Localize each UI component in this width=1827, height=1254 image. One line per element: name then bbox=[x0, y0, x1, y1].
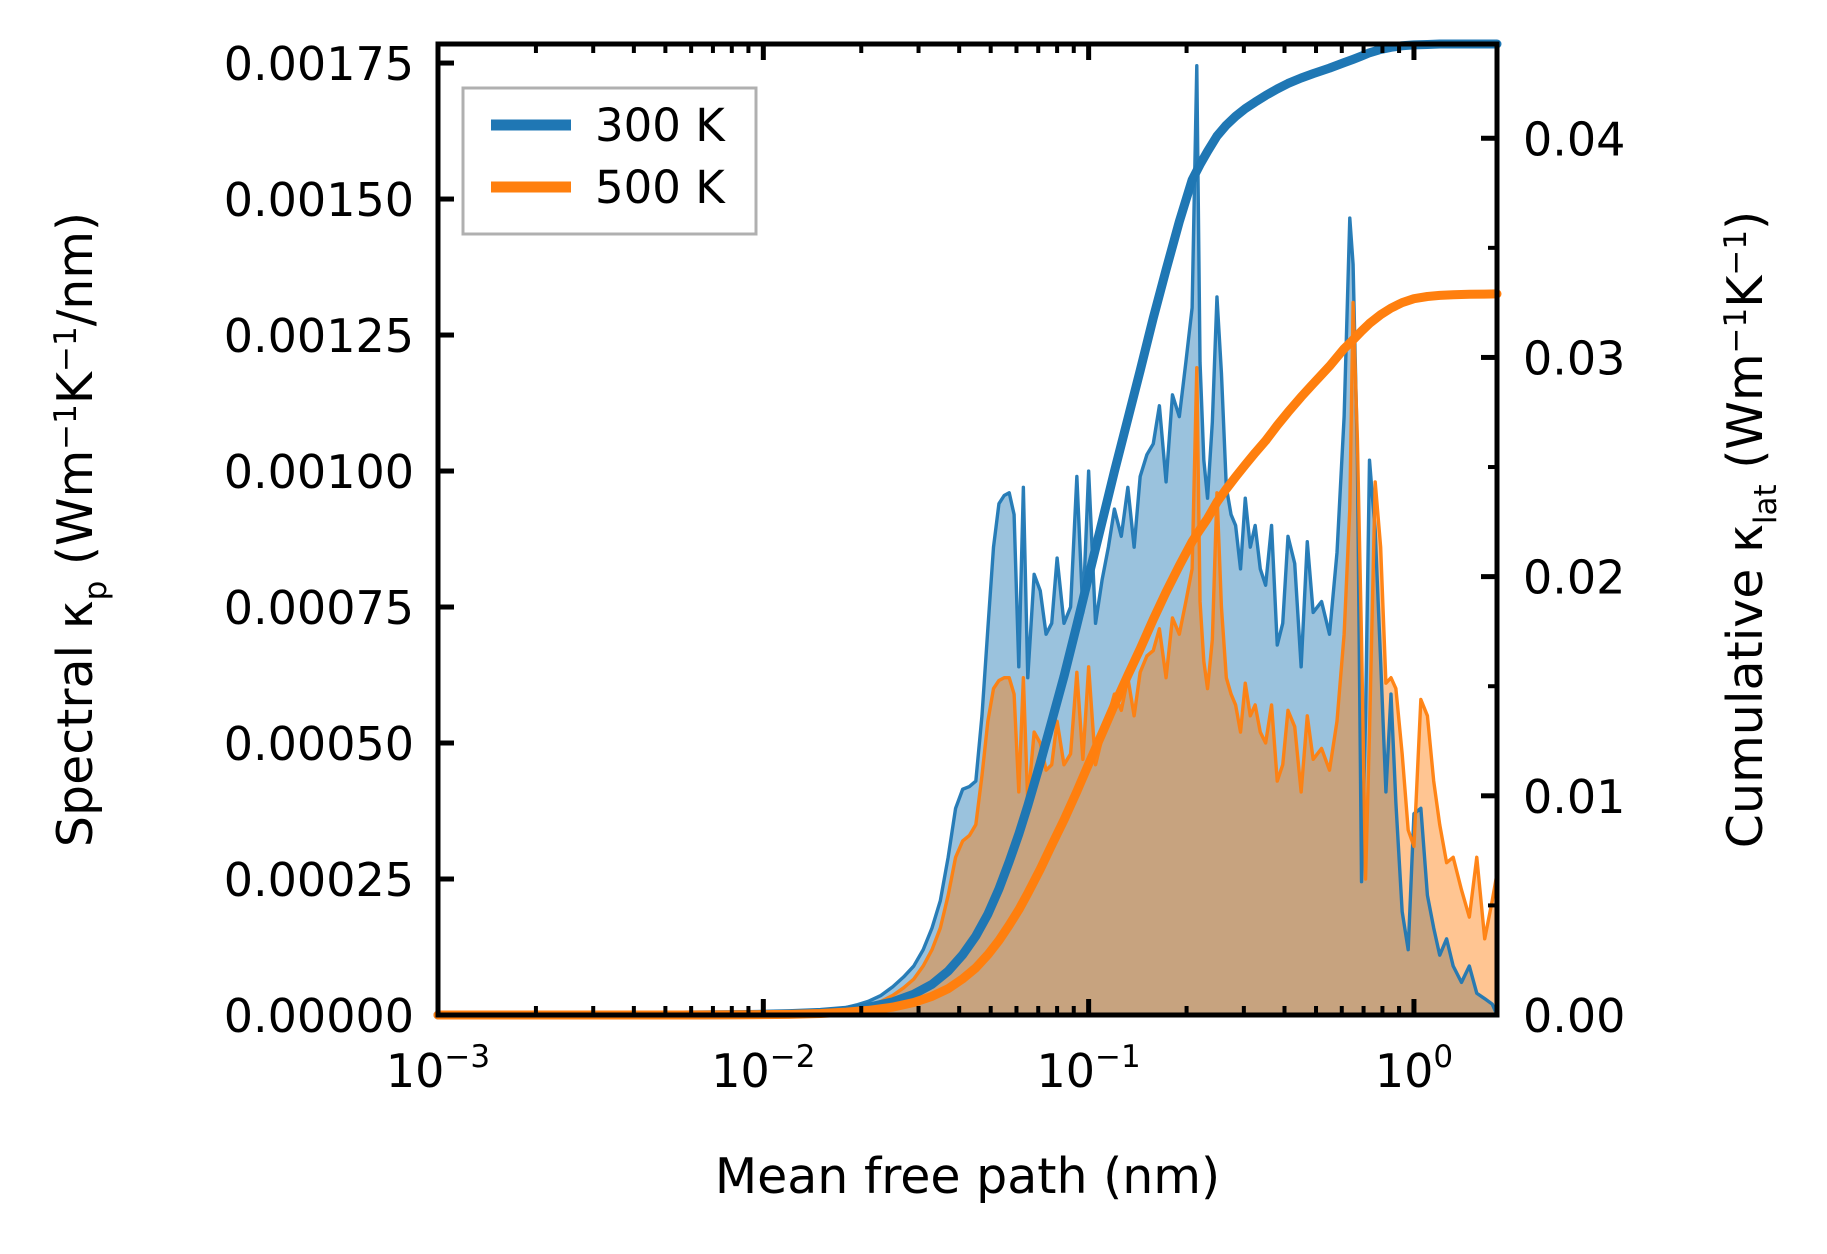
legend[interactable]: 300 K 500 K bbox=[461, 86, 758, 236]
tick-marks-group bbox=[435, 44, 1497, 1018]
axes-frame bbox=[435, 41, 1500, 1018]
y-right-tick-label: 0.04 bbox=[1523, 112, 1625, 166]
cumulative-line-500k bbox=[433, 289, 1502, 1020]
legend-label-300-k[interactable]: 300 K bbox=[595, 99, 726, 152]
y-left-tick-label: 0.00100 bbox=[224, 445, 414, 499]
x-tick-label: 10−2 bbox=[711, 1039, 815, 1098]
spectral-edge-group bbox=[438, 64, 1499, 1017]
cumulative-line-group bbox=[433, 39, 1502, 1020]
y-left-tick-label: 0.00000 bbox=[224, 989, 414, 1043]
legend-box bbox=[461, 86, 758, 236]
y-right-tick-label: 0.03 bbox=[1523, 331, 1625, 385]
y-left-tick-label: 0.00075 bbox=[224, 581, 414, 635]
y-left-tick-label: 0.00150 bbox=[224, 173, 414, 227]
spectral-outline-300k bbox=[438, 64, 1499, 1017]
x-tick-label: 10−1 bbox=[1037, 1039, 1141, 1098]
plot-border bbox=[435, 41, 1500, 1018]
y-left-axis-title: Spectral κp (Wm−1K−1/nm) bbox=[47, 212, 114, 847]
x-tick-label: 100 bbox=[1375, 1039, 1453, 1098]
spectral-outline-500k bbox=[438, 300, 1499, 1017]
axis-titles-group: Mean free path (nm) Spectral κp (Wm−1K−1/… bbox=[47, 211, 1784, 1205]
y-left-tick-label: 0.00125 bbox=[224, 309, 414, 363]
y-right-tick-label: 0.01 bbox=[1523, 770, 1625, 824]
y-left-tick-label: 0.00050 bbox=[224, 717, 414, 771]
y-right-tick-label: 0.02 bbox=[1523, 551, 1625, 605]
spectral-area-500k bbox=[438, 302, 1497, 1015]
x-axis-title: Mean free path (nm) bbox=[715, 1148, 1220, 1205]
y-right-axis-title: Cumulative κlat (Wm−1K−1) bbox=[1717, 211, 1784, 848]
y-right-tick-label: 0.00 bbox=[1523, 989, 1625, 1043]
y-left-tick-label: 0.00025 bbox=[224, 853, 414, 907]
tick-labels-group: 10−3 10−2 10−1 100 0.00000 0.00025 0.00050 0.00… bbox=[224, 37, 1626, 1098]
y-left-tick-label: 0.00175 bbox=[224, 37, 414, 91]
x-tick-label: 10−3 bbox=[386, 1039, 490, 1098]
spectral-area-300k bbox=[438, 65, 1497, 1015]
cumulative-line-300k bbox=[433, 39, 1502, 1020]
legend-label-500-k[interactable]: 500 K bbox=[595, 161, 726, 214]
spectral-fill-group bbox=[438, 65, 1497, 1015]
